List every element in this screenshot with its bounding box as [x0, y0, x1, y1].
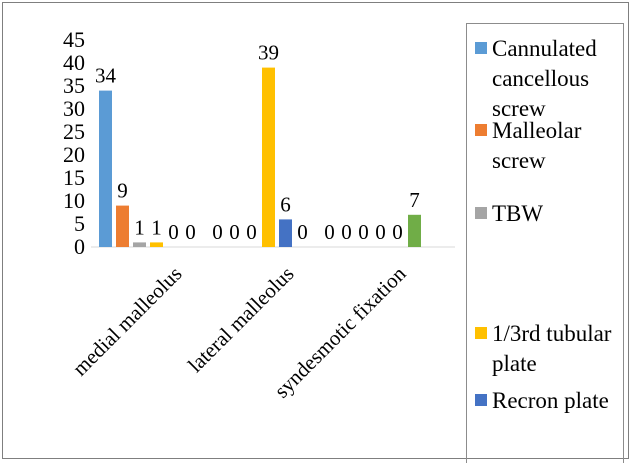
data-label: 0: [229, 220, 240, 244]
y-tick-label: 35: [63, 73, 85, 98]
y-tick-label: 25: [63, 119, 85, 144]
data-label: 0: [341, 220, 352, 244]
data-label: 0: [246, 220, 257, 244]
data-label: 39: [258, 41, 279, 65]
data-label: 0: [392, 220, 403, 244]
bar: [262, 67, 275, 247]
x-tick-label: lateral malleolus: [183, 262, 299, 378]
bar: [279, 219, 292, 247]
data-label: 6: [280, 192, 291, 216]
data-label: 0: [324, 220, 335, 244]
data-label: 9: [117, 179, 128, 203]
y-tick-label: 5: [74, 211, 85, 236]
legend-swatch: [475, 327, 487, 339]
bar: [150, 242, 163, 247]
y-tick-label: 10: [63, 188, 85, 213]
bar: [408, 214, 421, 247]
bar: [133, 242, 146, 247]
y-tick-label: 0: [74, 234, 85, 259]
legend-swatch: [475, 124, 487, 136]
data-label: 34: [95, 64, 117, 88]
data-label: 0: [297, 220, 308, 244]
legend-label: Malleolar screw: [492, 118, 582, 173]
data-label: 0: [185, 220, 196, 244]
y-tick-label: 15: [63, 165, 85, 190]
y-tick-label: 20: [63, 142, 85, 167]
data-label: 0: [212, 220, 223, 244]
legend-label: TBW: [492, 201, 544, 226]
bar: [99, 90, 112, 247]
data-label: 1: [151, 215, 162, 239]
data-label: 0: [358, 220, 369, 244]
bar: [116, 205, 129, 247]
y-tick-label: 45: [63, 27, 85, 52]
data-label: 0: [375, 220, 386, 244]
x-tick-label: medial malleolus: [68, 262, 187, 381]
data-label: 1: [134, 215, 145, 239]
data-label: 7: [409, 188, 420, 212]
legend-swatch: [475, 394, 487, 406]
y-tick-label: 40: [63, 50, 85, 75]
data-label: 0: [168, 220, 179, 244]
y-tick-label: 30: [63, 96, 85, 121]
legend-label: Recron plate: [492, 388, 609, 413]
legend-label: Cannulated cancellous screw: [492, 36, 597, 121]
legend-swatch: [475, 207, 487, 219]
legend-label: 1/3rd tubular plate: [492, 321, 612, 376]
chart-legend: Cannulated cancellous screw Malleolar scr…: [466, 23, 624, 463]
legend-swatch: [475, 42, 487, 54]
